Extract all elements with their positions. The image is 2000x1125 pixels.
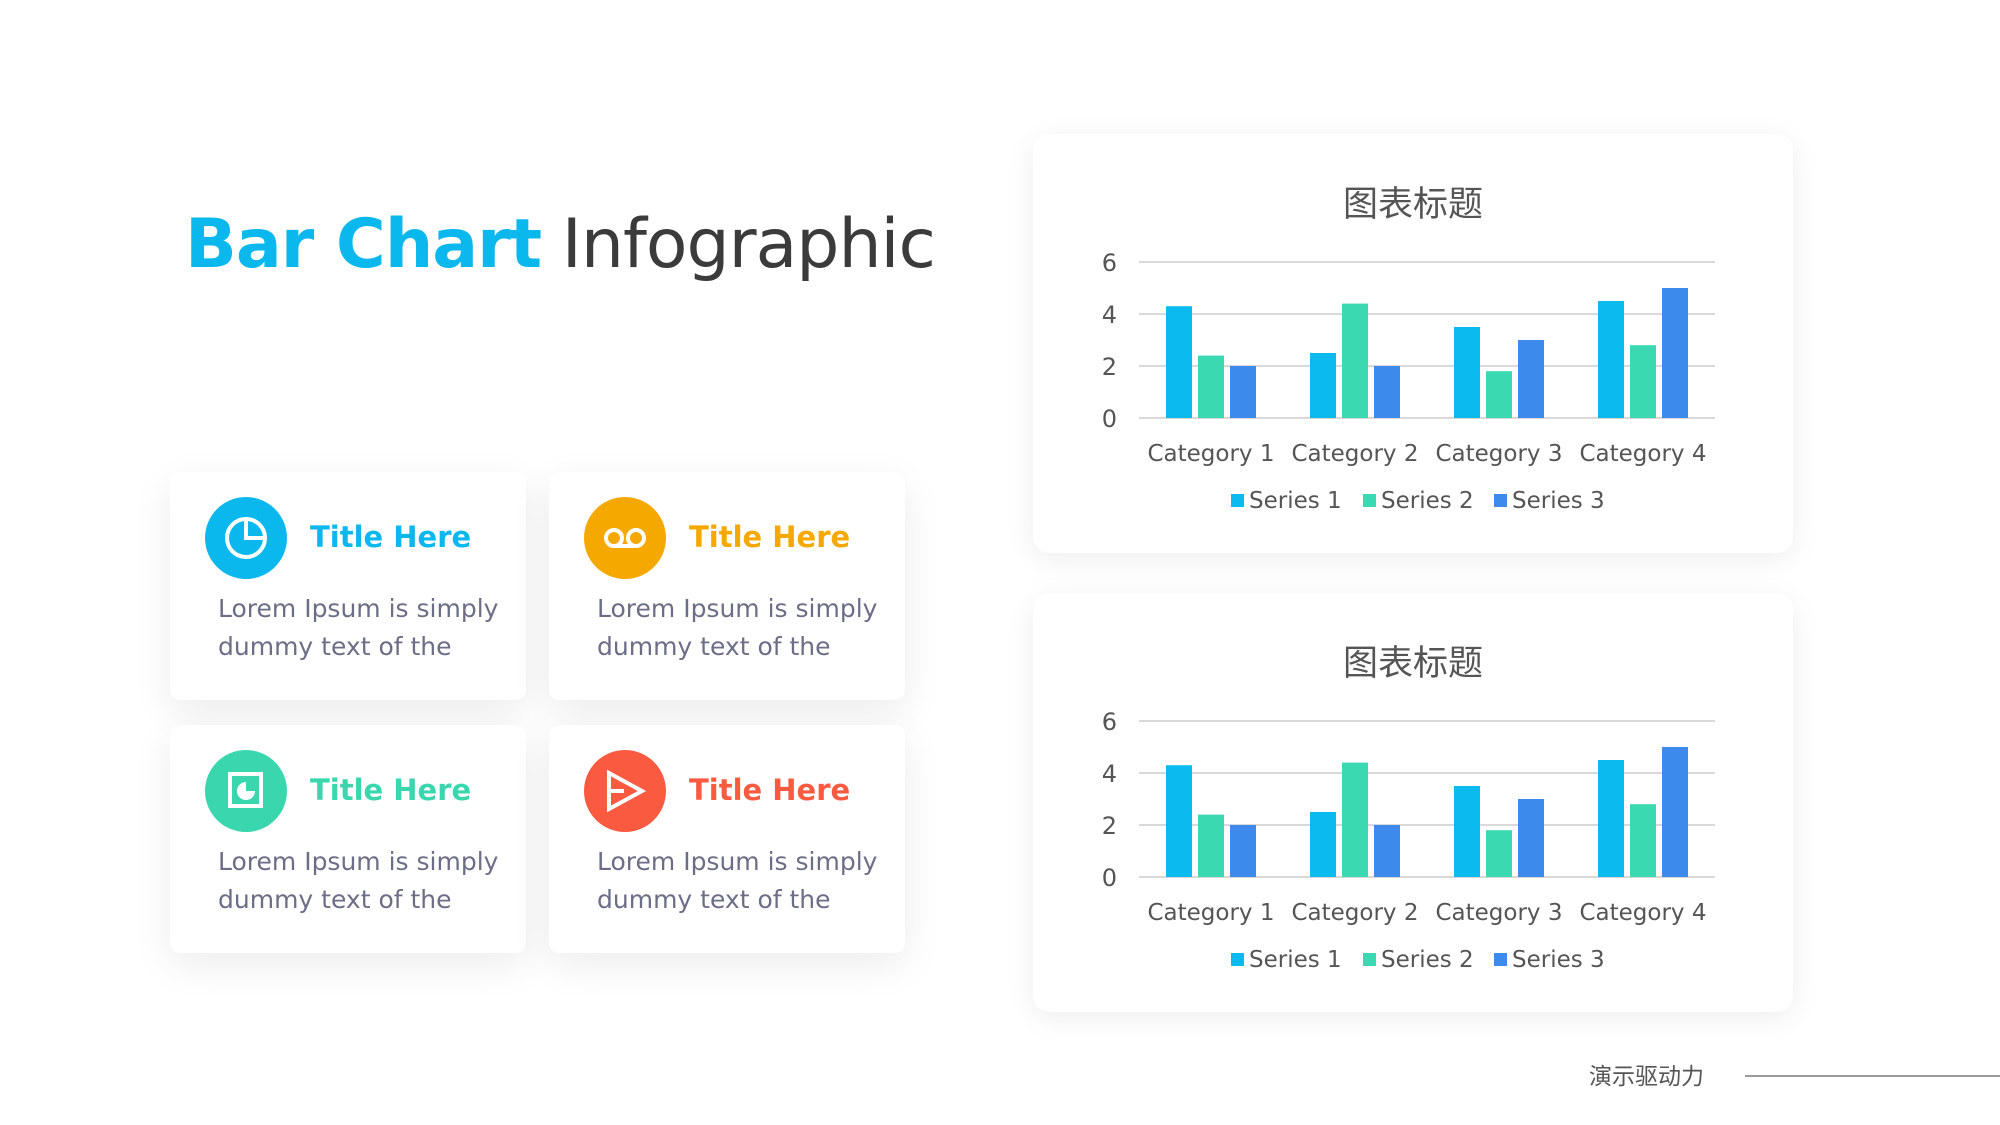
x-tick-label: Category 3 bbox=[1435, 900, 1562, 926]
bar-1-4 bbox=[1598, 760, 1624, 877]
bar-1-2 bbox=[1310, 812, 1336, 877]
legend-label: Series 1 bbox=[1249, 488, 1342, 514]
page-title: Bar Chart Infographic bbox=[185, 205, 936, 284]
bar-2-3 bbox=[1486, 371, 1512, 418]
card-title: Title Here bbox=[310, 520, 472, 554]
legend-label: Series 2 bbox=[1381, 947, 1474, 973]
info-card-4: Title Here Lorem Ipsum is simply dummy t… bbox=[549, 725, 905, 953]
legend-label: Series 3 bbox=[1512, 947, 1605, 973]
legend-label: Series 1 bbox=[1249, 947, 1342, 973]
legend-swatch bbox=[1363, 494, 1376, 507]
bar-1-2 bbox=[1310, 353, 1336, 418]
x-tick-label: Category 4 bbox=[1579, 441, 1706, 467]
card-body: Lorem Ipsum is simply dummy text of the bbox=[597, 594, 878, 661]
card-body: Lorem Ipsum is simply dummy text of the bbox=[597, 847, 878, 914]
bar-3-4 bbox=[1662, 747, 1688, 877]
bar-3-4 bbox=[1662, 288, 1688, 418]
card-body: Lorem Ipsum is simply dummy text of the bbox=[218, 847, 499, 914]
title-accent: Bar Chart bbox=[185, 205, 542, 284]
card-title: Title Here bbox=[310, 773, 472, 807]
legend-label: Series 2 bbox=[1381, 488, 1474, 514]
legend-swatch bbox=[1494, 494, 1507, 507]
info-card-3: Title Here Lorem Ipsum is simply dummy t… bbox=[170, 725, 526, 953]
y-tick-label: 6 bbox=[1102, 708, 1117, 736]
bar-2-4 bbox=[1630, 345, 1656, 418]
bar-3-2 bbox=[1374, 366, 1400, 418]
bar-3-2 bbox=[1374, 825, 1400, 877]
bar-2-2 bbox=[1342, 303, 1368, 418]
pie-chart-icon bbox=[205, 497, 287, 579]
bar-3-3 bbox=[1518, 799, 1544, 877]
y-tick-label: 2 bbox=[1102, 812, 1117, 840]
y-tick-label: 4 bbox=[1102, 301, 1117, 329]
card-title: Title Here bbox=[689, 773, 851, 807]
bar-2-3 bbox=[1486, 830, 1512, 877]
x-tick-label: Category 1 bbox=[1147, 900, 1274, 926]
info-card-1: Title Here Lorem Ipsum is simply dummy t… bbox=[170, 472, 526, 700]
card-title: Title Here bbox=[689, 520, 851, 554]
play-triangle-icon bbox=[584, 750, 666, 832]
bar-3-1 bbox=[1230, 366, 1256, 418]
bar-1-3 bbox=[1454, 786, 1480, 877]
footer-divider bbox=[1745, 1075, 2000, 1077]
bar-2-1 bbox=[1198, 355, 1224, 418]
bar-3-1 bbox=[1230, 825, 1256, 877]
card-body: Lorem Ipsum is simply dummy text of the bbox=[218, 594, 499, 661]
bar-2-1 bbox=[1198, 814, 1224, 877]
y-tick-label: 2 bbox=[1102, 353, 1117, 381]
bar-2-4 bbox=[1630, 804, 1656, 877]
bar-1-3 bbox=[1454, 327, 1480, 418]
bar-chart-2: 图表标题 0 2 4 6 Category 1 Category 2 Category 3 Ca… bbox=[1102, 644, 1715, 973]
x-tick-label: Category 2 bbox=[1291, 900, 1418, 926]
legend-swatch bbox=[1494, 953, 1507, 966]
bar-2-2 bbox=[1342, 762, 1368, 877]
info-card-2: Title Here Lorem Ipsum is simply dummy t… bbox=[549, 472, 905, 700]
chart-card-2: 图表标题 0 2 4 6 Category 1 Category 2 Category 3 Ca… bbox=[1033, 593, 1793, 1012]
x-tick-label: Category 1 bbox=[1147, 441, 1274, 467]
x-tick-label: Category 2 bbox=[1291, 441, 1418, 467]
x-tick-label: Category 3 bbox=[1435, 441, 1562, 467]
legend-swatch bbox=[1363, 953, 1376, 966]
bar-3-3 bbox=[1518, 340, 1544, 418]
title-rest: Infographic bbox=[561, 205, 936, 284]
y-tick-label: 0 bbox=[1102, 864, 1117, 892]
x-tick-label: Category 4 bbox=[1579, 900, 1706, 926]
chart-title: 图表标题 bbox=[1343, 185, 1483, 225]
y-tick-label: 6 bbox=[1102, 249, 1117, 277]
legend-swatch bbox=[1231, 953, 1244, 966]
legend-swatch bbox=[1231, 494, 1244, 507]
legend-label: Series 3 bbox=[1512, 488, 1605, 514]
bar-1-4 bbox=[1598, 301, 1624, 418]
bar-chart-1: 图表标题 0 2 4 6 Category 1 Category 2 Category 3 Ca… bbox=[1102, 185, 1715, 514]
y-tick-label: 0 bbox=[1102, 405, 1117, 433]
presentation-chart-icon bbox=[205, 750, 287, 832]
voicemail-icon bbox=[584, 497, 666, 579]
bar-1-1 bbox=[1166, 306, 1192, 418]
bar-1-1 bbox=[1166, 765, 1192, 877]
y-tick-label: 4 bbox=[1102, 760, 1117, 788]
chart-card-1: 图表标题 0 2 4 6 Category 1 Category 2 Category 3 Ca… bbox=[1033, 134, 1793, 553]
footer-text: 演示驱动力 bbox=[1589, 1064, 1704, 1090]
chart-title: 图表标题 bbox=[1343, 644, 1483, 684]
